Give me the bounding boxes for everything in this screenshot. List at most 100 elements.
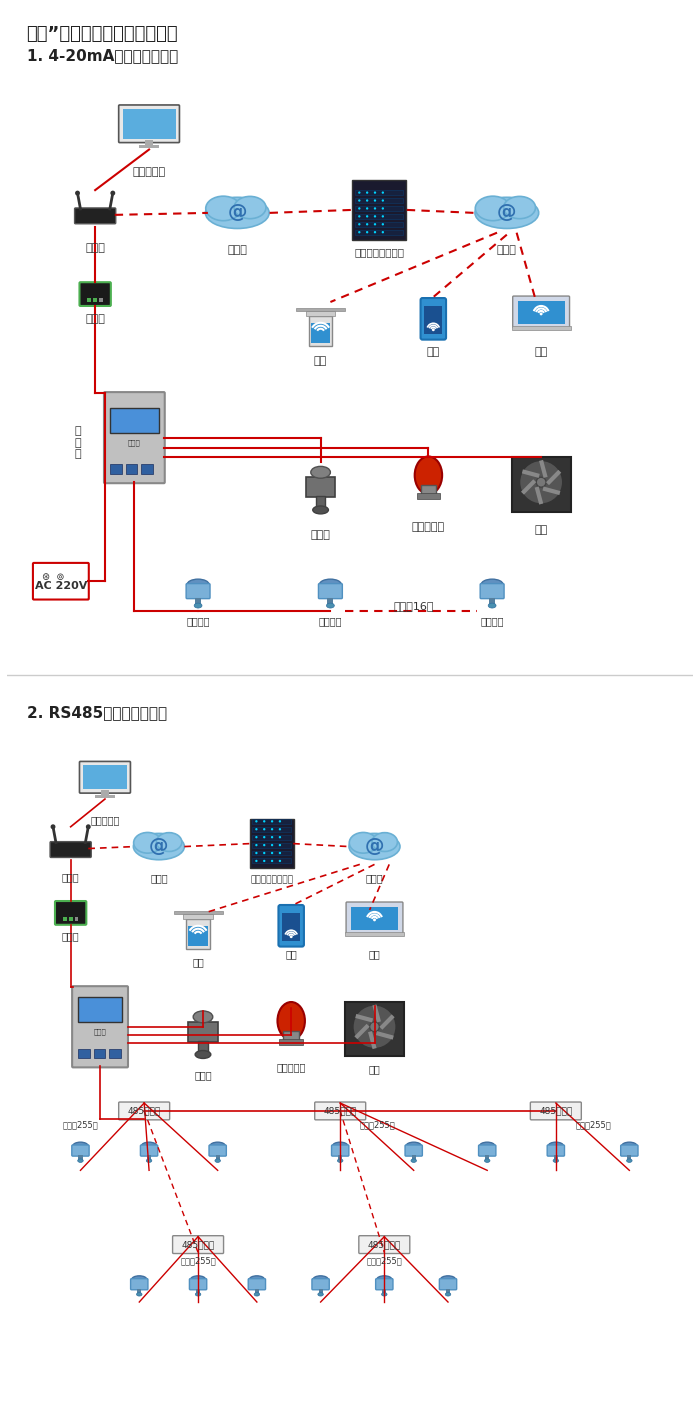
FancyBboxPatch shape <box>33 563 89 599</box>
Ellipse shape <box>548 1142 564 1150</box>
Circle shape <box>271 851 273 854</box>
Bar <box>110 408 159 433</box>
Circle shape <box>432 328 435 331</box>
Ellipse shape <box>254 1293 260 1296</box>
Circle shape <box>279 836 281 839</box>
Text: 可连接255台: 可连接255台 <box>575 1121 611 1130</box>
Ellipse shape <box>411 1159 416 1162</box>
Circle shape <box>263 820 265 823</box>
Bar <box>188 1021 218 1041</box>
FancyBboxPatch shape <box>72 986 128 1068</box>
Text: 485中继器: 485中继器 <box>539 1106 573 1116</box>
Ellipse shape <box>319 580 342 590</box>
Bar <box>512 457 570 512</box>
Text: 安帕尔网络服务器: 安帕尔网络服务器 <box>354 248 405 257</box>
Ellipse shape <box>146 1159 152 1162</box>
Bar <box>279 1038 303 1044</box>
Text: 通
讯
线: 通 讯 线 <box>74 426 81 459</box>
Bar <box>412 1155 416 1161</box>
Text: 1. 4-20mA信号连接系统图: 1. 4-20mA信号连接系统图 <box>27 48 178 63</box>
Ellipse shape <box>313 507 328 514</box>
Circle shape <box>382 224 384 225</box>
Text: 电磁阀: 电磁阀 <box>311 529 330 540</box>
Circle shape <box>382 215 384 218</box>
Text: 风机: 风机 <box>369 1065 380 1075</box>
FancyBboxPatch shape <box>480 584 504 598</box>
Text: 信号输出: 信号输出 <box>186 616 210 626</box>
Bar <box>311 322 330 342</box>
Text: 互联网: 互联网 <box>365 874 384 884</box>
Circle shape <box>256 851 258 854</box>
Bar <box>110 464 122 474</box>
FancyBboxPatch shape <box>72 1145 89 1157</box>
Text: 路由器: 路由器 <box>85 242 105 253</box>
Bar <box>517 301 565 324</box>
Text: 电脑: 电脑 <box>193 958 204 968</box>
Bar <box>351 908 398 930</box>
Ellipse shape <box>488 604 496 608</box>
Ellipse shape <box>249 1276 265 1283</box>
Bar <box>316 497 326 509</box>
FancyBboxPatch shape <box>312 1279 329 1290</box>
Text: 可连接255台: 可连接255台 <box>366 1256 402 1265</box>
Bar <box>109 1048 121 1058</box>
Ellipse shape <box>484 1159 490 1162</box>
Ellipse shape <box>626 1159 632 1162</box>
Text: 可连接255台: 可连接255台 <box>62 1121 98 1130</box>
Bar <box>101 791 109 796</box>
FancyBboxPatch shape <box>119 106 179 142</box>
FancyBboxPatch shape <box>80 761 130 794</box>
Text: 可连接16个: 可连接16个 <box>393 601 434 611</box>
Circle shape <box>373 919 376 922</box>
Bar <box>94 1048 106 1058</box>
Circle shape <box>279 860 281 862</box>
FancyBboxPatch shape <box>186 584 210 598</box>
Bar <box>253 843 290 847</box>
Circle shape <box>86 825 91 829</box>
Circle shape <box>358 231 361 234</box>
FancyBboxPatch shape <box>376 1279 393 1290</box>
FancyBboxPatch shape <box>531 1102 581 1120</box>
Ellipse shape <box>141 1142 157 1150</box>
FancyBboxPatch shape <box>55 900 86 924</box>
Ellipse shape <box>445 1293 451 1296</box>
Bar <box>174 910 223 915</box>
Bar <box>195 598 201 605</box>
Text: 转换器: 转换器 <box>62 931 80 941</box>
Bar <box>345 931 404 936</box>
Bar <box>253 858 290 864</box>
Bar <box>421 485 436 495</box>
Circle shape <box>382 207 384 210</box>
Text: 可连接255台: 可连接255台 <box>360 1121 395 1130</box>
Bar <box>424 305 442 333</box>
Ellipse shape <box>134 833 184 860</box>
Text: 互联网: 互联网 <box>228 245 247 255</box>
Ellipse shape <box>132 1276 147 1283</box>
Circle shape <box>366 224 368 225</box>
Text: 探路者: 探路者 <box>128 439 141 446</box>
Text: 路由器: 路由器 <box>62 872 80 882</box>
Ellipse shape <box>78 1159 83 1162</box>
Ellipse shape <box>190 1276 206 1283</box>
Text: 互联网: 互联网 <box>150 874 168 884</box>
Text: 声光报警器: 声光报警器 <box>276 1062 306 1072</box>
Circle shape <box>256 829 258 830</box>
Text: 大众”系列带显示固定式检测仪: 大众”系列带显示固定式检测仪 <box>27 25 178 42</box>
Circle shape <box>256 836 258 839</box>
Text: 手机: 手机 <box>286 950 297 960</box>
Ellipse shape <box>205 197 269 228</box>
FancyBboxPatch shape <box>315 1102 365 1120</box>
Circle shape <box>263 844 265 846</box>
Bar <box>75 917 78 920</box>
Bar <box>198 1041 208 1054</box>
Bar <box>78 1155 83 1161</box>
Ellipse shape <box>195 1051 211 1058</box>
Circle shape <box>358 215 361 218</box>
Bar <box>627 1155 631 1161</box>
Bar <box>78 998 122 1021</box>
Circle shape <box>370 1021 379 1031</box>
Bar <box>416 492 440 499</box>
FancyBboxPatch shape <box>119 1102 169 1120</box>
Ellipse shape <box>206 196 241 221</box>
Circle shape <box>271 836 273 839</box>
